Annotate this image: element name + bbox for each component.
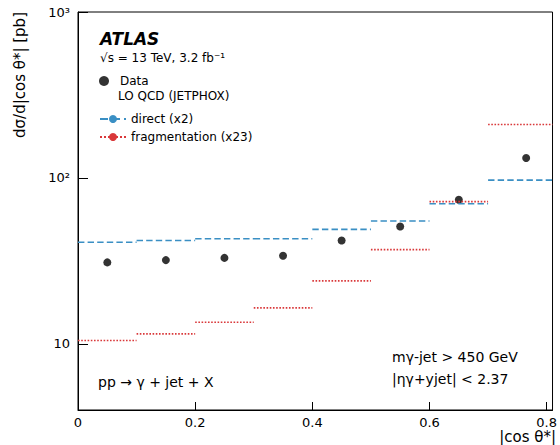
svg-text:ATLAS: ATLAS — [98, 29, 159, 49]
svg-text:|ηγ+yjet| < 2.37: |ηγ+yjet| < 2.37 — [392, 371, 508, 388]
svg-text:10²: 10² — [48, 170, 70, 185]
svg-text:0.4: 0.4 — [302, 415, 323, 430]
svg-text:0.6: 0.6 — [419, 415, 440, 430]
svg-text:mγ-jet > 450 GeV: mγ-jet > 450 GeV — [392, 349, 518, 365]
svg-text:Data: Data — [120, 74, 149, 88]
svg-text:LO QCD (JETPHOX): LO QCD (JETPHOX) — [118, 89, 229, 103]
svg-text:√s = 13 TeV, 3.2 fb⁻¹: √s = 13 TeV, 3.2 fb⁻¹ — [100, 51, 225, 65]
svg-text:10³: 10³ — [48, 5, 70, 20]
svg-text:fragmentation (x23): fragmentation (x23) — [131, 130, 252, 144]
svg-text:dσ/d|cos θ*| [pb]: dσ/d|cos θ*| [pb] — [11, 12, 29, 138]
svg-text:0: 0 — [74, 415, 82, 430]
svg-text:|cos θ*|: |cos θ*| — [499, 428, 556, 445]
svg-text:direct (x2): direct (x2) — [131, 112, 193, 126]
svg-text:0.2: 0.2 — [185, 415, 206, 430]
svg-text:pp → γ + jet + X: pp → γ + jet + X — [98, 374, 214, 390]
svg-text:0.8: 0.8 — [536, 415, 557, 430]
svg-text:10: 10 — [53, 336, 70, 351]
